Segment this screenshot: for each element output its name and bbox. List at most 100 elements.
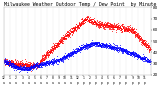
Point: [19, 64, 21, 66]
Point: [15, 61, 17, 62]
Point: [71, 28, 73, 29]
Point: [24, 68, 27, 69]
Point: [34, 66, 37, 67]
Point: [136, 57, 138, 58]
Point: [85, 44, 88, 45]
Point: [60, 40, 63, 41]
Point: [131, 51, 134, 53]
Point: [120, 50, 122, 51]
Point: [22, 63, 25, 64]
Point: [60, 59, 62, 61]
Point: [50, 48, 53, 49]
Point: [107, 47, 110, 48]
Point: [22, 64, 25, 65]
Point: [27, 64, 29, 66]
Point: [118, 48, 121, 50]
Point: [111, 47, 114, 49]
Point: [143, 43, 145, 45]
Point: [79, 25, 82, 27]
Point: [25, 68, 28, 69]
Point: [65, 56, 68, 57]
Point: [132, 31, 134, 33]
Point: [31, 65, 34, 67]
Point: [98, 23, 100, 24]
Point: [34, 63, 37, 65]
Point: [140, 37, 142, 38]
Point: [40, 64, 43, 65]
Point: [94, 21, 97, 22]
Point: [57, 58, 60, 60]
Point: [40, 59, 43, 61]
Point: [147, 45, 149, 46]
Point: [49, 51, 52, 53]
Point: [73, 29, 75, 30]
Point: [132, 53, 135, 55]
Point: [131, 29, 134, 31]
Point: [14, 62, 16, 64]
Point: [63, 38, 65, 39]
Point: [142, 43, 145, 44]
Point: [42, 64, 44, 65]
Point: [32, 65, 34, 67]
Point: [87, 43, 89, 44]
Point: [7, 64, 9, 65]
Point: [144, 41, 146, 43]
Point: [132, 32, 135, 34]
Point: [113, 25, 116, 27]
Point: [15, 66, 17, 68]
Point: [120, 29, 122, 30]
Point: [35, 63, 38, 65]
Point: [121, 50, 124, 51]
Point: [29, 67, 32, 68]
Point: [133, 55, 136, 56]
Point: [45, 54, 48, 55]
Point: [65, 56, 68, 57]
Point: [138, 56, 141, 58]
Point: [58, 58, 61, 59]
Point: [68, 53, 70, 55]
Point: [20, 65, 23, 67]
Point: [5, 60, 8, 61]
Point: [84, 44, 87, 46]
Point: [140, 56, 143, 57]
Point: [137, 56, 139, 57]
Point: [19, 66, 21, 68]
Point: [61, 56, 64, 58]
Point: [127, 50, 129, 52]
Point: [10, 61, 13, 62]
Point: [116, 48, 118, 50]
Point: [25, 69, 28, 71]
Point: [4, 61, 7, 62]
Point: [32, 66, 35, 67]
Point: [85, 43, 87, 44]
Point: [138, 35, 141, 37]
Point: [25, 68, 28, 70]
Point: [80, 21, 83, 22]
Point: [38, 63, 41, 65]
Point: [40, 59, 43, 61]
Point: [117, 49, 120, 50]
Point: [89, 44, 92, 46]
Point: [62, 37, 64, 39]
Point: [136, 55, 138, 57]
Point: [47, 60, 50, 61]
Point: [24, 65, 27, 66]
Point: [51, 46, 53, 47]
Point: [129, 51, 132, 53]
Point: [143, 57, 145, 59]
Point: [103, 43, 106, 45]
Point: [44, 56, 46, 57]
Point: [66, 54, 69, 56]
Point: [41, 60, 44, 61]
Point: [48, 52, 50, 53]
Point: [34, 63, 36, 64]
Point: [148, 46, 150, 47]
Point: [143, 58, 145, 60]
Point: [4, 62, 7, 63]
Point: [94, 43, 97, 44]
Point: [103, 26, 106, 28]
Point: [56, 46, 58, 48]
Point: [8, 65, 10, 67]
Point: [123, 50, 125, 51]
Point: [94, 43, 96, 45]
